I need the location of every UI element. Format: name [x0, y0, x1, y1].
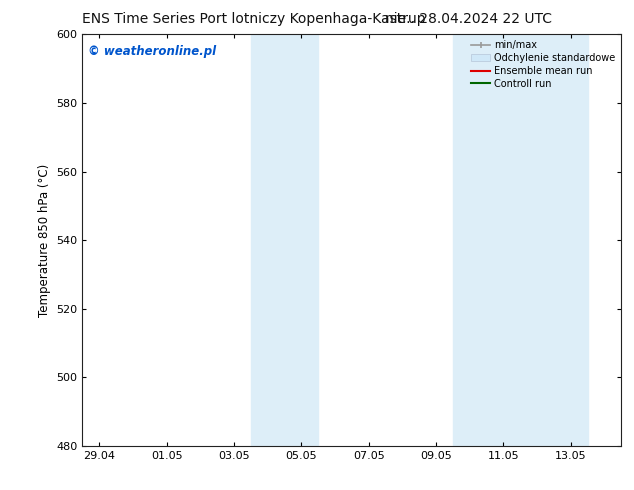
Bar — [453, 34, 521, 446]
Bar — [251, 34, 318, 446]
Text: ENS Time Series Port lotniczy Kopenhaga-Kastrup: ENS Time Series Port lotniczy Kopenhaga-… — [82, 12, 426, 26]
Text: © weatheronline.pl: © weatheronline.pl — [87, 45, 216, 58]
Bar — [521, 34, 588, 446]
Text: nie.. 28.04.2024 22 UTC: nie.. 28.04.2024 22 UTC — [385, 12, 552, 26]
Y-axis label: Temperature 850 hPa (°C): Temperature 850 hPa (°C) — [38, 164, 51, 317]
Legend: min/max, Odchylenie standardowe, Ensemble mean run, Controll run: min/max, Odchylenie standardowe, Ensembl… — [467, 36, 619, 93]
